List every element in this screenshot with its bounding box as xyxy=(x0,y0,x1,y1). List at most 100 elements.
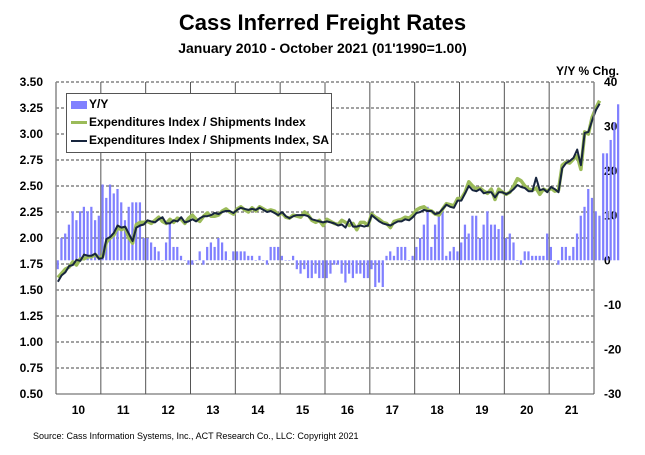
bar-yy xyxy=(224,251,227,261)
bar-yy xyxy=(542,255,545,261)
y-tick-label: 1.75 xyxy=(20,257,44,271)
bar-yy xyxy=(93,220,97,261)
bar-yy xyxy=(493,224,496,261)
bar-yy xyxy=(392,255,396,261)
bar-yy xyxy=(288,260,291,261)
bar-yy xyxy=(187,260,190,265)
bar-yy xyxy=(508,233,511,261)
bar-yy xyxy=(527,251,530,261)
bar-yy xyxy=(445,255,448,261)
bar-yy xyxy=(321,260,325,279)
bar-yy xyxy=(370,260,373,270)
bar-yy xyxy=(150,242,153,261)
legend-item-sa: Expenditures Index / Shipments Index, SA xyxy=(71,133,329,151)
bar-yy xyxy=(314,260,317,274)
bar-yy xyxy=(235,251,239,261)
bar-yy xyxy=(553,260,556,261)
bar-yy xyxy=(86,211,89,261)
y2-tick-label: -30 xyxy=(604,387,622,401)
bar-yy xyxy=(194,260,198,261)
bar-yy xyxy=(209,242,213,261)
bar-yy xyxy=(60,238,63,261)
bar-yy xyxy=(512,242,515,261)
y-tick-label: 1.50 xyxy=(20,283,44,297)
bar-yy xyxy=(560,246,564,261)
bar-yy xyxy=(232,251,235,261)
bar-yy xyxy=(407,260,411,261)
bar-yy xyxy=(273,246,276,261)
bar-yy xyxy=(82,206,85,261)
y2-tick-label: 30 xyxy=(604,120,618,134)
y-tick-label: 3.25 xyxy=(20,101,44,115)
bar-yy xyxy=(557,260,560,265)
bar-yy xyxy=(299,260,302,274)
bar-yy xyxy=(583,206,586,261)
bar-yy xyxy=(198,251,201,261)
x-tick-label: 11 xyxy=(117,403,130,417)
bar-yy xyxy=(67,224,71,261)
bar-yy xyxy=(101,184,104,261)
bar-yy xyxy=(153,246,156,261)
chart-subtitle: January 2010 - October 2021 (01'1990=1.0… xyxy=(178,40,467,56)
bar-yy xyxy=(108,184,112,261)
bar-yy xyxy=(579,215,582,261)
bar-yy xyxy=(131,202,134,261)
bar-yy xyxy=(516,260,519,261)
bar-yy xyxy=(389,251,392,261)
x-tick-label: 10 xyxy=(72,403,86,417)
bar-yy xyxy=(504,238,508,261)
y-tick-label: 3.50 xyxy=(20,75,44,89)
bar-yy xyxy=(291,255,295,261)
bar-yy xyxy=(549,246,553,261)
bar-yy xyxy=(598,215,601,261)
y2-tick-label: 40 xyxy=(604,75,618,89)
bar-yy xyxy=(475,215,478,261)
legend-label-yy: Y/Y xyxy=(89,97,109,111)
legend: Y/Y Expenditures Index / Shipments Index… xyxy=(66,93,332,153)
bar-yy xyxy=(262,260,265,261)
bar-yy xyxy=(112,193,115,261)
y-tick-label: 2.25 xyxy=(20,205,44,219)
bar-yy xyxy=(146,238,149,261)
bar-yy xyxy=(310,260,313,279)
x-tick-label: 21 xyxy=(565,403,579,417)
bar-yy xyxy=(497,229,500,261)
bar-yy xyxy=(415,246,418,261)
bar-yy xyxy=(538,255,541,261)
bar-yy xyxy=(79,211,82,261)
bar-yy xyxy=(206,246,209,261)
bar-yy xyxy=(325,260,328,279)
y-tick-label: 0.75 xyxy=(20,361,44,375)
y-tick-label: 2.50 xyxy=(20,179,44,193)
x-tick-label: 14 xyxy=(251,403,265,417)
bar-yy xyxy=(609,139,612,261)
x-tick-label: 19 xyxy=(475,403,489,417)
legend-swatch-yy xyxy=(71,100,87,109)
bar-yy xyxy=(396,246,399,261)
x-tick-label: 20 xyxy=(520,403,534,417)
bar-yy xyxy=(269,246,272,261)
bar-yy xyxy=(183,260,186,261)
bar-yy xyxy=(419,238,422,261)
legend-label-index: Expenditures Index / Shipments Index xyxy=(89,115,306,129)
bar-yy xyxy=(284,260,287,261)
bar-yy xyxy=(404,246,407,261)
y2-tick-label: -10 xyxy=(604,298,622,312)
bar-yy xyxy=(172,246,175,261)
bar-yy xyxy=(471,215,474,261)
bar-yy xyxy=(531,255,534,261)
bar-yy xyxy=(295,260,298,270)
bar-yy xyxy=(202,260,205,265)
bar-yy xyxy=(176,246,179,261)
bar-yy xyxy=(243,251,246,261)
bar-yy xyxy=(456,251,459,261)
bar-yy xyxy=(213,246,216,261)
bar-yy xyxy=(340,260,343,274)
bar-yy xyxy=(280,255,284,261)
bar-yy xyxy=(385,255,388,261)
bar-yy xyxy=(168,220,171,261)
bar-yy xyxy=(247,255,250,261)
bar-yy xyxy=(56,260,59,270)
bar-yy xyxy=(75,220,78,261)
bar-yy xyxy=(123,220,127,261)
